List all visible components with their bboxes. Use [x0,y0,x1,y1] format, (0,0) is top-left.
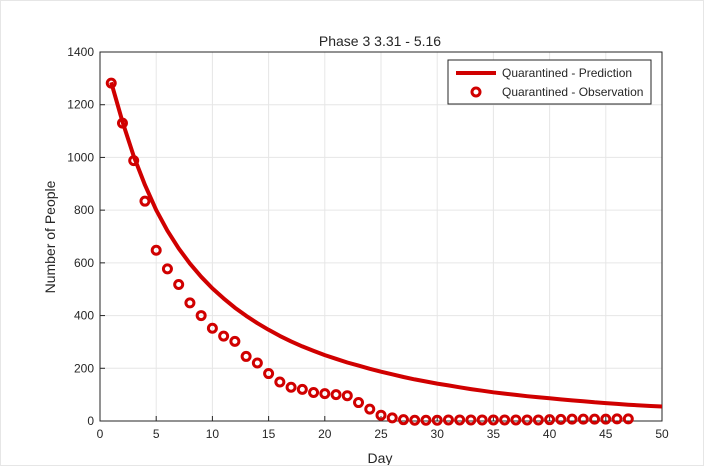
y-axis-ticks: 0 200 400 600 800 1000 1200 1400 [67,45,105,428]
observation-point [532,414,544,426]
x-tick-label: 5 [153,427,160,441]
observation-point [375,409,387,421]
x-tick-label: 15 [262,427,276,441]
legend-box [447,59,652,105]
observation-point [622,413,634,425]
observation-point [263,368,275,380]
x-axis-label: Day [368,450,393,466]
observation-point [521,414,533,426]
grid [99,51,663,422]
observation-point [577,413,589,425]
observation-point [600,413,612,425]
y-tick-label: 600 [74,256,94,270]
y-tick-label: 400 [74,309,94,323]
observation-point [476,414,488,426]
observation-point [251,357,263,369]
observation-point [611,413,623,425]
observation-point [218,330,230,342]
observation-point [184,297,196,309]
observation-point [330,389,342,401]
observation-point [454,414,466,426]
observation-point [465,414,477,426]
y-tick-label: 1400 [67,45,94,59]
y-tick-label: 1200 [67,98,94,112]
observation-point [128,155,140,167]
observation-point [353,397,365,409]
observation-point [420,414,432,426]
observation-point [499,414,511,426]
x-tick-label: 25 [374,427,388,441]
observation-point [555,413,567,425]
x-tick-label: 40 [543,427,557,441]
x-tick-label: 35 [487,427,501,441]
observation-point [161,263,173,275]
observation-point [139,195,151,207]
observation-point [487,414,499,426]
x-tick-label: 10 [206,427,220,441]
observation-point [341,390,353,402]
observation-point [566,413,578,425]
observation-point [442,414,454,426]
observation-point [285,381,297,393]
series-layer [105,77,663,426]
observation-point [105,77,117,89]
x-tick-label: 30 [431,427,445,441]
observation-point [319,388,331,400]
observation-point [116,117,128,129]
observation-point [308,387,320,399]
x-tick-label: 0 [97,427,104,441]
y-axis-label: Number of People [42,180,58,293]
y-tick-label: 0 [87,414,94,428]
legend: Quarantined - Prediction Quarantined - O… [447,59,652,105]
observation-point [240,350,252,362]
observation-point [364,403,376,415]
observation-point [589,413,601,425]
observation-point [510,414,522,426]
observation-point [195,310,207,322]
x-tick-label: 45 [599,427,613,441]
observation-point [229,335,241,347]
legend-circle-marker [470,86,482,98]
observation-point [431,414,443,426]
legend-entry-observation: Quarantined - Observation [502,85,643,99]
observation-point [397,414,409,426]
y-tick-label: 1000 [67,150,94,164]
observation-point [206,322,218,334]
observation-point [296,383,308,395]
observation-point [173,278,185,290]
x-axis-ticks: 0 5 10 15 20 25 30 35 40 45 50 [97,416,669,441]
prediction-line [109,81,663,409]
observation-point [150,244,162,256]
observation-point [386,412,398,424]
observation-point [544,414,556,426]
observation-point [274,376,286,388]
y-tick-label: 800 [74,203,94,217]
chart-title: Phase 3 3.31 - 5.16 [319,33,441,49]
observation-point [409,414,421,426]
legend-entry-prediction: Quarantined - Prediction [502,66,632,80]
x-tick-label: 20 [318,427,332,441]
y-tick-label: 200 [74,361,94,375]
x-tick-label: 50 [655,427,669,441]
